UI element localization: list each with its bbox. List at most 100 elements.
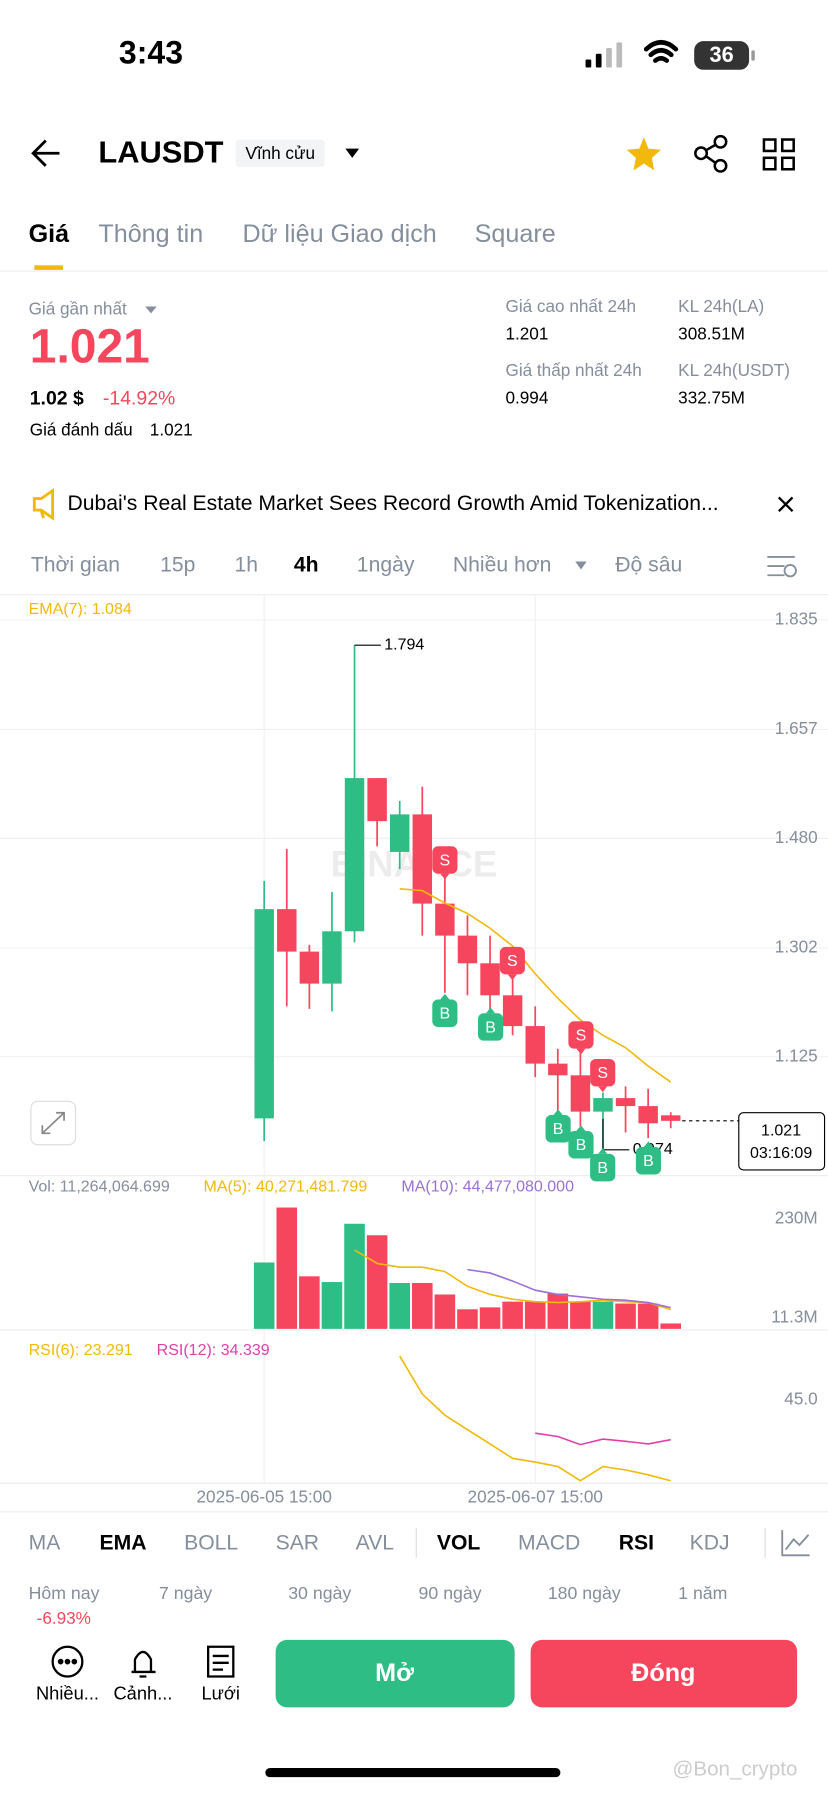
volume-bar	[389, 1283, 410, 1329]
mark-price: 1.021	[150, 420, 193, 440]
indicator[interactable]: VOL	[437, 1531, 481, 1554]
period[interactable]: 7 ngày	[159, 1583, 212, 1603]
signal-label: B	[440, 1006, 451, 1023]
indicator-line	[354, 1249, 671, 1311]
signal-label: S	[440, 852, 451, 869]
nav-label[interactable]: Cảnh...	[113, 1683, 172, 1704]
news-headline[interactable]: Dubai's Real Estate Market Sees Record G…	[67, 492, 718, 515]
trade-signal[interactable]	[545, 1115, 571, 1143]
volume-bar	[524, 1301, 546, 1329]
interval[interactable]: 1ngày	[357, 554, 415, 577]
signal-pointer	[486, 1007, 496, 1014]
grid-menu[interactable]	[762, 138, 795, 171]
volume-bar	[502, 1301, 523, 1329]
period[interactable]: 30 ngày	[288, 1583, 351, 1603]
tab-indicator	[34, 265, 63, 270]
ma5-label: MA(5): 40,271,481.799	[204, 1178, 368, 1195]
credit: @Bon_crypto	[672, 1758, 797, 1781]
symbol-dropdown[interactable]	[345, 148, 360, 158]
signal-pointer	[598, 1148, 608, 1154]
signal-label: B	[485, 1019, 496, 1036]
trade-signal[interactable]	[590, 1058, 616, 1087]
signal-label: S	[597, 1065, 608, 1082]
back-button[interactable]	[31, 139, 60, 167]
signal-pointer	[553, 1109, 563, 1116]
contract-type: Vĩnh cửu	[245, 143, 315, 163]
period[interactable]: 90 ngày	[419, 1583, 482, 1603]
battery	[694, 41, 750, 70]
nav-label[interactable]: Nhiều...	[36, 1683, 99, 1704]
y-tick-label: 1.835	[775, 608, 818, 628]
indicator[interactable]: MA	[29, 1531, 62, 1554]
favorite-star[interactable]	[626, 137, 662, 171]
tab[interactable]: Giá	[29, 220, 71, 248]
trade-signal[interactable]	[590, 1153, 616, 1182]
indicator[interactable]: RSI	[619, 1531, 654, 1554]
stat-label: KL 24h(USDT)	[678, 360, 790, 380]
trade-signal[interactable]	[635, 1147, 662, 1175]
trade-signal[interactable]	[432, 999, 458, 1027]
volume-bar	[321, 1282, 343, 1329]
signal-icon	[585, 42, 623, 68]
trade-signal[interactable]	[568, 1131, 594, 1159]
period-change: -6.93%	[37, 1608, 91, 1628]
indicator[interactable]: AVL	[356, 1531, 395, 1554]
candle-body	[661, 1115, 681, 1121]
interval[interactable]: 1h	[234, 554, 258, 577]
stat-label: Giá cao nhất 24h	[505, 296, 636, 316]
interval[interactable]: 4h	[294, 554, 319, 577]
indicator[interactable]: EMA	[100, 1531, 147, 1554]
volume-bar	[457, 1309, 478, 1329]
tab[interactable]: Dữ liệu Giao dịch	[242, 220, 436, 248]
candle-body	[638, 1106, 658, 1124]
trade-signal[interactable]	[478, 1013, 504, 1041]
indicator-settings[interactable]	[781, 1530, 810, 1557]
ema-label: EMA(7): 1.084	[29, 601, 132, 618]
chart-settings[interactable]	[767, 556, 797, 578]
trade-signal[interactable]	[568, 1021, 594, 1049]
interval[interactable]: Thời gian	[31, 554, 120, 577]
open-button[interactable]	[275, 1639, 515, 1708]
usd-price: 1.02 $	[30, 387, 84, 409]
indicator[interactable]: BOLL	[184, 1531, 238, 1554]
close-button[interactable]	[530, 1639, 798, 1708]
share-button[interactable]	[694, 134, 728, 173]
x-tick-label: 2025-06-05 15:00	[197, 1487, 332, 1507]
indicator[interactable]: MACD	[518, 1531, 580, 1554]
indicator[interactable]: SAR	[276, 1531, 319, 1554]
stat-value: 332.75M	[678, 388, 745, 408]
period[interactable]: Hôm nay	[29, 1583, 100, 1603]
price-label: Giá gần nhất	[29, 298, 127, 318]
candle-body	[525, 1026, 545, 1064]
trade-signal[interactable]	[432, 846, 458, 874]
price-dropdown[interactable]	[145, 306, 157, 314]
more-dropdown[interactable]	[575, 561, 587, 570]
signal-pointer	[440, 873, 450, 880]
volume-bar	[660, 1323, 682, 1329]
period[interactable]: 1 năm	[678, 1583, 727, 1603]
interval[interactable]: Nhiều hơn	[453, 554, 552, 577]
indicator[interactable]: KDJ	[690, 1531, 730, 1554]
tab[interactable]: Square	[475, 220, 556, 248]
interval[interactable]: Độ sâu	[615, 554, 682, 577]
y-tick-label: 230M	[775, 1208, 818, 1228]
ma10-label: MA(10): 44,477,080.000	[401, 1178, 574, 1195]
stat-label: Giá thấp nhất 24h	[505, 360, 641, 380]
candle-body	[367, 778, 387, 822]
volume-bar	[366, 1235, 388, 1329]
news-close[interactable]	[778, 496, 794, 512]
volume-bar	[434, 1294, 456, 1329]
tab[interactable]: Thông tin	[98, 220, 203, 248]
signal-pointer	[598, 1086, 608, 1093]
candle-body	[389, 814, 410, 852]
signal-pointer	[576, 1125, 586, 1132]
signal-pointer	[643, 1141, 654, 1148]
nav-label[interactable]: Lưới	[201, 1683, 239, 1704]
interval[interactable]: 15p	[160, 554, 195, 577]
y-tick-label: 1.657	[775, 718, 818, 738]
stat-label: KL 24h(LA)	[678, 296, 764, 316]
signal-pointer	[440, 993, 450, 1000]
trade-signal[interactable]	[499, 946, 525, 975]
period[interactable]: 180 ngày	[548, 1583, 621, 1603]
